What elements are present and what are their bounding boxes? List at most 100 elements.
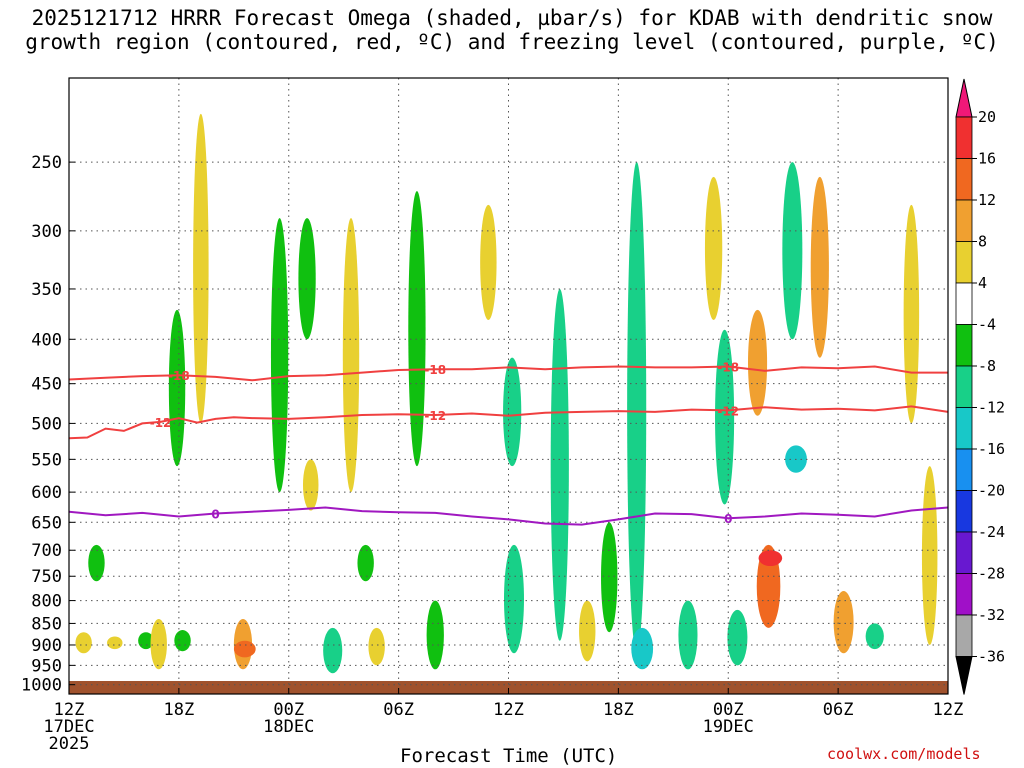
title-line-2: growth region (contoured, red, ºC) and f…	[25, 30, 999, 54]
x-tick-label-4-0: 12Z	[493, 700, 524, 720]
x-tick-label-3-0: 06Z	[383, 700, 414, 720]
title-line-1: 2025121712 HRRR Forecast Omega (shaded, …	[31, 6, 993, 30]
y-tick-label-15: 1000	[21, 676, 62, 696]
y-tick-label-8: 650	[31, 513, 62, 533]
omega-cell-19	[480, 204, 497, 320]
colorbar-label-7: -12	[978, 399, 1005, 417]
colorbar-swatch-8	[955, 407, 973, 450]
omega-cell-40	[921, 466, 938, 645]
omega-cell-6	[174, 630, 191, 652]
y-tick-label-2: 350	[31, 280, 62, 300]
colorbar-label-10: -24	[978, 523, 1005, 541]
colorbar-swatch-10	[955, 490, 973, 533]
x-tick-label-2-0: 00Z	[273, 700, 304, 720]
colorbar-bottom-arrow	[955, 656, 973, 695]
omega-cell-17	[408, 191, 426, 467]
y-tick-label-11: 800	[31, 592, 62, 612]
colorbar-swatch-1	[955, 116, 973, 159]
contour-label-0-1: -18	[424, 363, 446, 377]
y-tick-label-0: 250	[31, 153, 62, 173]
colorbar-swatch-6	[955, 324, 973, 367]
colorbar-top-arrow	[955, 78, 973, 118]
omega-cell-1	[107, 636, 123, 650]
y-tick-label-14: 950	[31, 656, 62, 676]
omega-cell-2	[88, 544, 105, 582]
x-tick-label-6-0: 00Z	[713, 700, 744, 720]
contour-label-2-0: 0	[211, 508, 219, 522]
omega-cell-5	[168, 309, 186, 467]
omega-cell-14	[342, 218, 360, 493]
colorbar-label-5: -4	[978, 316, 996, 334]
y-tick-label-13: 900	[31, 636, 62, 656]
contour-layer: -18 -18 -18 -12 -12 -12 0 0	[68, 361, 949, 526]
x-tick-label-5-0: 18Z	[603, 700, 634, 720]
x-tick-label-0-0: 12Z	[54, 700, 85, 720]
x-tick-label-0-2: 2025	[49, 734, 90, 754]
x-tick-label-0-1: 17DEC	[43, 717, 94, 737]
omega-cell-3	[138, 632, 154, 650]
y-tick-label-12: 850	[31, 614, 62, 634]
x-tick-label-7-0: 06Z	[823, 700, 854, 720]
colorbar-swatch-5	[955, 282, 973, 325]
colorbar-label-8: -16	[978, 440, 1005, 458]
omega-cell-27	[678, 600, 698, 670]
contour-label-0-2: -18	[717, 361, 739, 375]
x-tick-label-2-1: 18DEC	[263, 717, 314, 737]
colorbar-swatch-11	[955, 531, 973, 574]
chart-title: 2025121712 HRRR Forecast Omega (shaded, …	[0, 6, 1024, 54]
omega-cell-23	[579, 600, 596, 662]
omega-cell-20	[503, 357, 522, 467]
colorbar-swatch-9	[955, 448, 973, 491]
colorbar-label-2: 12	[978, 191, 996, 209]
colorbar: 20 16 12 8 4 -4 -8 -12 -16 -20 -24 -28 -32 -36	[955, 78, 1005, 695]
colorbar-label-3: 8	[978, 233, 987, 251]
contour-label-0-0: -18	[168, 369, 190, 383]
omega-cell-11	[298, 218, 316, 340]
x-axis-title: Forecast Time (UTC)	[400, 745, 618, 767]
credit-link[interactable]: coolwx.com/models	[827, 745, 981, 763]
y-tick-label-6: 550	[31, 450, 62, 470]
omega-cell-31	[748, 309, 768, 416]
colorbar-label-11: -28	[978, 565, 1005, 583]
colorbar-swatch-2	[955, 158, 973, 201]
colorbar-label-0: 20	[978, 108, 996, 126]
omega-cell-36	[810, 176, 829, 358]
omega-cell-29	[715, 329, 735, 505]
colorbar-label-4: 4	[978, 274, 987, 292]
omega-cell-25	[627, 162, 647, 654]
y-tick-label-4: 450	[31, 375, 62, 395]
grid-lines	[69, 78, 948, 694]
omega-cell-28	[704, 176, 723, 320]
colorbar-swatch-13	[955, 614, 973, 657]
omega-cell-33	[758, 550, 783, 567]
omega-cell-18	[426, 600, 444, 670]
colorbar-swatch-4	[955, 241, 973, 284]
contour-label-2-1: 0	[724, 512, 732, 526]
omega-cell-34	[782, 162, 803, 340]
omega-cell-10	[270, 218, 289, 493]
omega-cell-12	[302, 459, 319, 511]
y-tick-label-7: 600	[31, 483, 62, 503]
y-tick-label-3: 400	[31, 330, 62, 350]
x-tick-label-8-0: 12Z	[933, 700, 964, 720]
y-axis: 2503003504004505005506006507007508008509…	[21, 153, 75, 696]
colorbar-swatch-7	[955, 365, 973, 408]
x-tick-label-6-1: 19DEC	[703, 717, 754, 737]
omega-cell-16	[368, 627, 385, 666]
omega-cell-30	[727, 609, 748, 666]
omega-cell-39	[903, 204, 920, 424]
colorbar-swatch-12	[955, 573, 973, 616]
omega-cell-38	[865, 623, 884, 650]
x-tick-label-1-0: 18Z	[164, 700, 195, 720]
contour-line-1	[68, 405, 949, 440]
contour-line-2	[68, 506, 949, 526]
contour-label-1-0: -12	[150, 416, 172, 430]
omega-cell-7	[193, 113, 209, 424]
colorbar-swatch-3	[955, 199, 973, 242]
y-tick-label-10: 750	[31, 567, 62, 587]
colorbar-label-1: 16	[978, 150, 996, 168]
omega-cell-0	[75, 632, 92, 654]
y-tick-label-1: 300	[31, 222, 62, 242]
